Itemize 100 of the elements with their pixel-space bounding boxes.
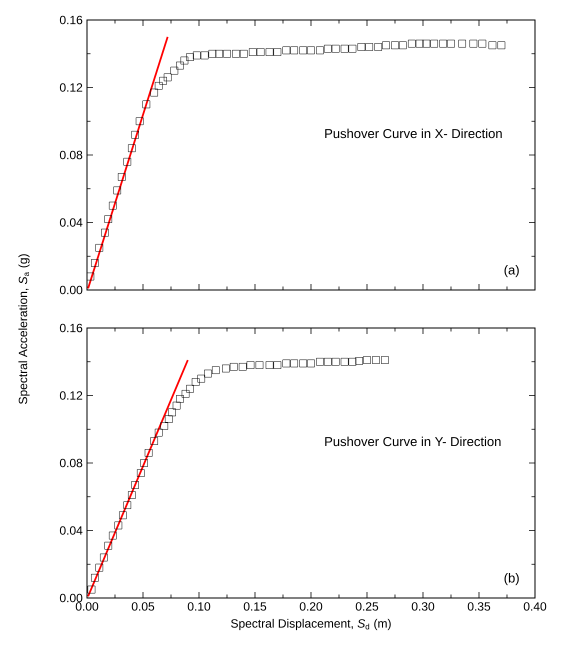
point — [290, 360, 298, 368]
point — [90, 259, 99, 267]
y-tick-label: 0.16 — [60, 324, 82, 332]
y-tick-label: 0.16 — [60, 16, 82, 24]
point — [382, 41, 390, 50]
point — [246, 361, 254, 369]
point — [176, 62, 184, 70]
point — [358, 43, 366, 51]
point — [470, 40, 478, 48]
point — [488, 41, 496, 50]
point — [182, 390, 190, 398]
point — [332, 44, 340, 53]
point — [123, 158, 132, 166]
point — [118, 511, 127, 520]
x-tick-label: 0.20 — [300, 602, 322, 611]
point — [439, 40, 448, 48]
y-tick-label: 0.12 — [60, 391, 82, 400]
point — [447, 40, 455, 48]
x-tick-label: 0.40 — [524, 602, 546, 611]
point — [372, 356, 380, 364]
point — [316, 46, 324, 54]
point — [192, 52, 201, 60]
point — [365, 43, 374, 51]
point — [307, 360, 315, 368]
point — [101, 228, 109, 236]
point — [208, 50, 216, 58]
annotation: (a) — [504, 265, 519, 278]
y-tick-label: 0.04 — [60, 526, 82, 535]
point — [123, 501, 132, 510]
point — [478, 40, 486, 48]
x-tick-label: 0.15 — [244, 602, 266, 611]
x-tick-label: 0.35 — [468, 602, 490, 611]
point — [160, 422, 168, 430]
point — [170, 66, 178, 74]
point — [172, 402, 180, 410]
point — [100, 554, 108, 562]
point — [307, 46, 315, 54]
point — [430, 40, 438, 48]
point — [299, 46, 308, 54]
x-tick-label: 0.05 — [132, 602, 154, 611]
point — [140, 459, 148, 467]
point — [159, 76, 168, 85]
point — [113, 186, 122, 194]
annotation: Pushover Curve in X- Direction — [325, 128, 502, 138]
point — [232, 50, 240, 58]
point — [150, 437, 158, 445]
point — [204, 370, 212, 378]
point — [290, 46, 298, 54]
point — [391, 41, 399, 50]
point — [136, 117, 144, 126]
point — [348, 44, 356, 53]
point — [222, 364, 230, 372]
point — [95, 244, 104, 252]
y-tick-label: 0.12 — [60, 83, 82, 92]
point — [150, 88, 158, 96]
point — [416, 40, 424, 48]
point — [90, 574, 99, 582]
point — [422, 40, 430, 48]
point — [186, 384, 194, 393]
x-tick-label: 0.00 — [76, 602, 98, 611]
point — [355, 357, 364, 365]
y-tick-label: 0.04 — [60, 218, 82, 227]
point — [144, 449, 152, 457]
point — [118, 173, 126, 181]
point — [324, 44, 332, 53]
point — [363, 356, 371, 364]
point — [340, 44, 348, 53]
point — [408, 40, 416, 48]
point — [142, 100, 150, 108]
point — [114, 522, 122, 530]
point — [381, 356, 389, 364]
point — [88, 586, 96, 594]
y-axis-title: Spectral Acceleration, S$_{a}$ (g) — [18, 254, 30, 404]
point — [176, 395, 184, 403]
point — [104, 542, 112, 550]
point — [197, 374, 206, 382]
point — [248, 48, 257, 56]
point — [256, 48, 264, 56]
point — [128, 491, 136, 499]
point — [498, 41, 506, 50]
point — [180, 56, 188, 64]
point — [374, 43, 382, 51]
point — [104, 215, 112, 223]
point — [266, 48, 274, 56]
x-tick-label: 0.30 — [412, 602, 434, 611]
point — [299, 360, 308, 368]
point — [215, 50, 224, 58]
point — [108, 202, 117, 210]
point — [128, 144, 136, 152]
point — [131, 130, 140, 139]
point — [282, 46, 290, 54]
point — [458, 40, 466, 48]
point — [238, 362, 247, 371]
point — [240, 50, 248, 58]
x-tick-label: 0.10 — [188, 602, 210, 611]
point — [154, 82, 163, 90]
point — [256, 361, 264, 369]
point — [168, 408, 176, 416]
point — [200, 52, 208, 60]
point — [136, 469, 145, 477]
